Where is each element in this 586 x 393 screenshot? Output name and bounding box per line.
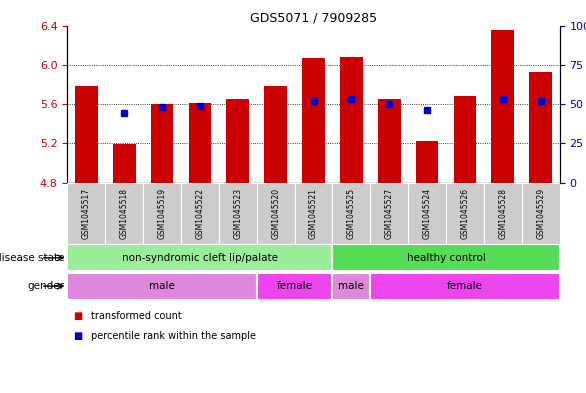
Bar xyxy=(332,272,370,300)
Bar xyxy=(484,183,522,244)
Bar xyxy=(75,86,98,183)
Text: healthy control: healthy control xyxy=(407,253,485,263)
Text: GSM1045525: GSM1045525 xyxy=(347,187,356,239)
Text: GSM1045522: GSM1045522 xyxy=(195,187,205,239)
Bar xyxy=(522,183,560,244)
Text: male: male xyxy=(149,281,175,291)
Bar xyxy=(370,272,560,300)
Text: gender: gender xyxy=(28,281,64,291)
Bar xyxy=(332,244,560,272)
Bar xyxy=(340,57,363,183)
Bar xyxy=(454,96,476,183)
Text: percentile rank within the sample: percentile rank within the sample xyxy=(91,331,256,341)
Bar xyxy=(415,141,438,183)
Text: GSM1045529: GSM1045529 xyxy=(536,187,545,239)
Text: non-syndromic cleft lip/palate: non-syndromic cleft lip/palate xyxy=(122,253,278,263)
Bar xyxy=(67,244,332,272)
Text: GSM1045524: GSM1045524 xyxy=(423,187,432,239)
Bar xyxy=(302,58,325,183)
Text: GSM1045527: GSM1045527 xyxy=(385,187,394,239)
Bar xyxy=(113,144,135,183)
Text: GSM1045521: GSM1045521 xyxy=(309,187,318,239)
Text: female: female xyxy=(447,281,483,291)
Bar xyxy=(189,103,212,183)
Bar xyxy=(219,183,257,244)
Bar xyxy=(529,72,552,183)
Bar xyxy=(143,183,181,244)
Bar xyxy=(257,183,295,244)
Bar xyxy=(370,183,408,244)
Bar xyxy=(181,183,219,244)
Text: GSM1045528: GSM1045528 xyxy=(498,187,507,239)
Text: GSM1045519: GSM1045519 xyxy=(158,187,166,239)
Bar xyxy=(446,183,484,244)
Text: female: female xyxy=(277,281,312,291)
Text: GSM1045526: GSM1045526 xyxy=(461,187,469,239)
Bar xyxy=(378,99,401,183)
Bar xyxy=(67,183,105,244)
Text: GSM1045518: GSM1045518 xyxy=(120,187,129,239)
Bar xyxy=(67,272,257,300)
Text: transformed count: transformed count xyxy=(91,311,182,321)
Bar xyxy=(226,99,249,183)
Text: GSM1045520: GSM1045520 xyxy=(271,187,280,239)
Bar xyxy=(295,183,332,244)
Text: ■: ■ xyxy=(73,331,83,341)
Bar xyxy=(151,104,173,183)
Title: GDS5071 / 7909285: GDS5071 / 7909285 xyxy=(250,11,377,24)
Text: disease state: disease state xyxy=(0,253,64,263)
Text: GSM1045517: GSM1045517 xyxy=(82,187,91,239)
Bar xyxy=(264,86,287,183)
Text: male: male xyxy=(339,281,364,291)
Bar xyxy=(105,183,143,244)
Bar xyxy=(492,30,514,183)
Bar xyxy=(408,183,446,244)
Text: GSM1045523: GSM1045523 xyxy=(233,187,242,239)
Bar xyxy=(257,272,332,300)
Bar xyxy=(332,183,370,244)
Text: ■: ■ xyxy=(73,311,83,321)
